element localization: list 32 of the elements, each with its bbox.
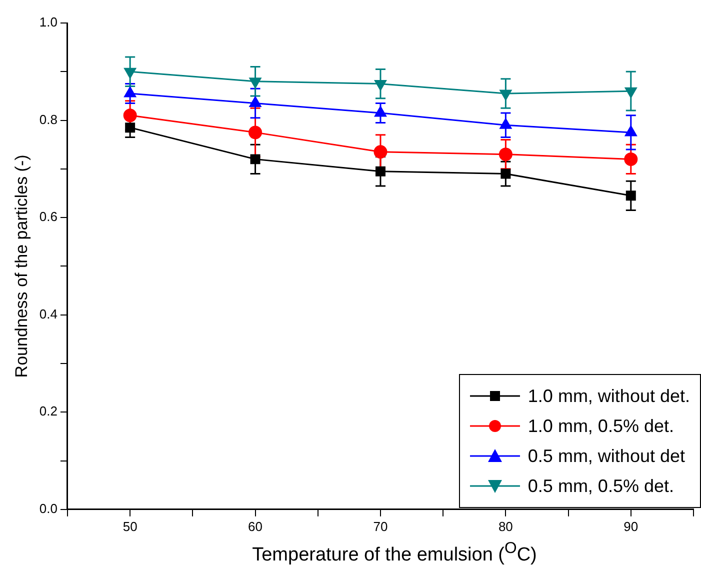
point [124, 68, 136, 78]
point [248, 126, 262, 140]
point [250, 154, 260, 164]
point [125, 122, 136, 133]
x-tick-label: 60 [248, 518, 263, 534]
y-tick-label: 1.0 [39, 14, 58, 30]
legend-label: 0.5 mm, without det [528, 446, 685, 466]
point [375, 166, 386, 176]
point [249, 78, 262, 88]
legend-label: 1.0 mm, 0.5% det. [528, 416, 674, 436]
point [500, 168, 511, 179]
legend-label: 0.5 mm, 0.5% det. [528, 476, 674, 496]
x-tick-label: 80 [498, 518, 513, 534]
x-tick-label: 50 [122, 518, 138, 534]
y-tick-label: 0.0 [39, 500, 58, 516]
point [374, 80, 386, 91]
point [626, 190, 636, 201]
point [374, 145, 388, 159]
point [498, 148, 512, 162]
point [624, 87, 637, 98]
y-axis-title: Roundness of the particles (-) [12, 154, 31, 378]
x-tick-label: 70 [373, 518, 388, 534]
y-tick-label: 0.6 [39, 209, 58, 224]
point [624, 152, 638, 166]
y-tick-label: 0.4 [39, 306, 58, 322]
x-axis-title: Temperature of the emulsion ($^{O}$C) [251, 540, 538, 566]
point [500, 90, 512, 100]
point [123, 108, 137, 122]
legend-label: 1.0 mm, without det. [528, 386, 690, 406]
y-tick-label: 0.8 [39, 112, 58, 127]
x-tick-label: 90 [624, 518, 638, 534]
y-tick-label: 0.2 [39, 404, 58, 419]
